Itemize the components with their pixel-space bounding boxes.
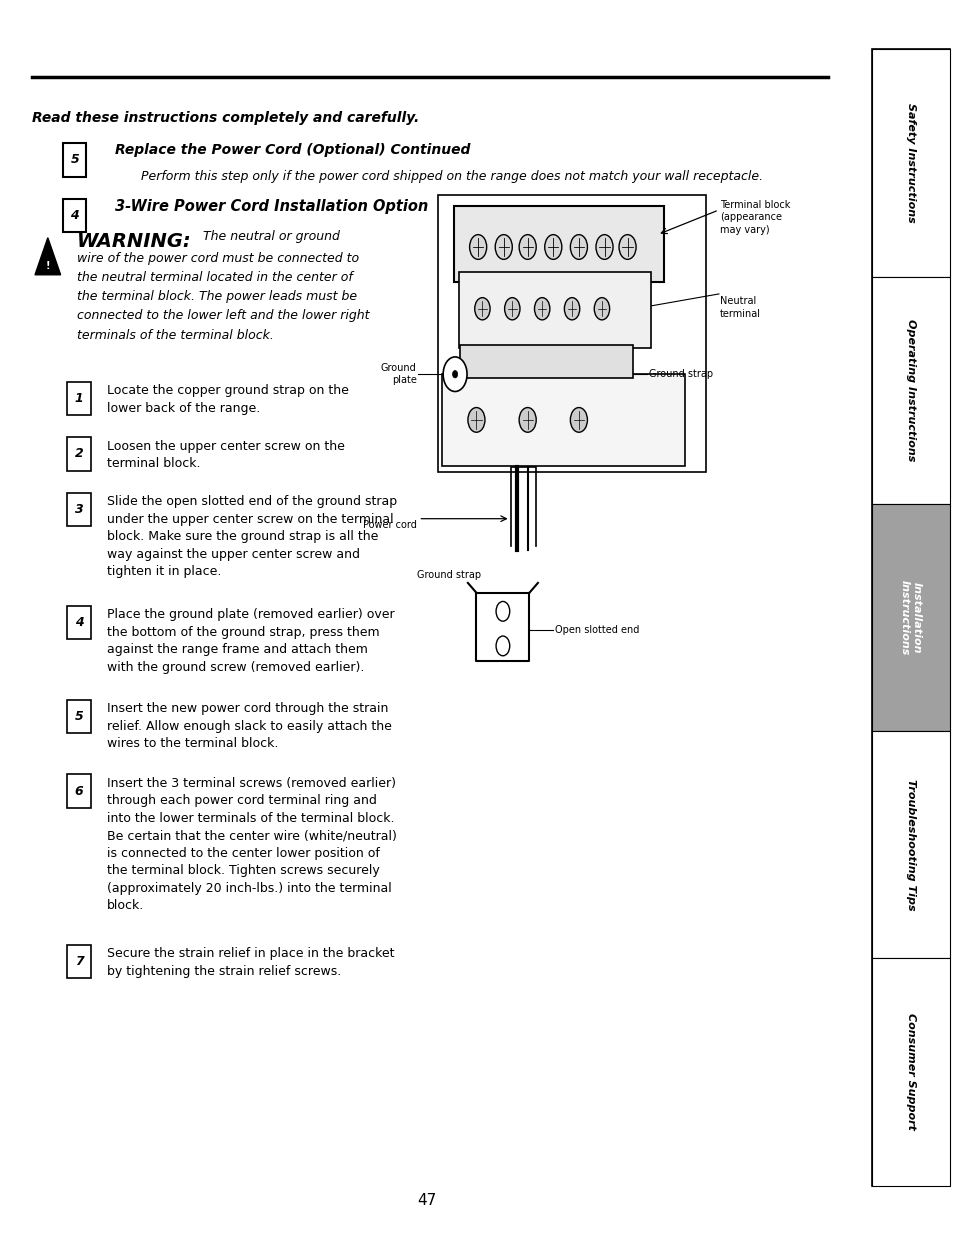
Text: wire of the power cord must be connected to: wire of the power cord must be connected… <box>77 252 358 266</box>
Text: Ground strap: Ground strap <box>416 571 480 580</box>
Text: Insert the new power cord through the strain
relief. Allow enough slack to easil: Insert the new power cord through the st… <box>107 703 391 750</box>
Text: Operating Instructions: Operating Instructions <box>905 319 915 462</box>
Text: 3: 3 <box>74 503 83 516</box>
FancyBboxPatch shape <box>459 272 650 348</box>
Circle shape <box>496 601 509 621</box>
Text: 2: 2 <box>74 447 83 461</box>
Text: Perform this step only if the power cord shipped on the range does not match you: Perform this step only if the power cord… <box>141 170 762 184</box>
FancyBboxPatch shape <box>68 945 91 978</box>
Text: Ground
plate: Ground plate <box>380 363 416 385</box>
Text: the terminal block. The power leads must be: the terminal block. The power leads must… <box>77 290 356 304</box>
Text: Ground strap: Ground strap <box>648 369 712 379</box>
FancyBboxPatch shape <box>68 437 91 471</box>
Circle shape <box>452 370 457 378</box>
Text: WARNING:: WARNING: <box>77 232 192 251</box>
Text: the neutral terminal located in the center of: the neutral terminal located in the cent… <box>77 270 353 284</box>
Bar <box>871 504 949 731</box>
Text: Safety Instructions: Safety Instructions <box>905 104 915 222</box>
Bar <box>871 277 949 504</box>
Text: 5: 5 <box>71 153 79 167</box>
Circle shape <box>596 235 613 259</box>
Circle shape <box>544 235 561 259</box>
Circle shape <box>496 636 509 656</box>
Text: 4: 4 <box>74 616 83 629</box>
FancyBboxPatch shape <box>63 199 86 232</box>
Text: Locate the copper ground strap on the
lower back of the range.: Locate the copper ground strap on the lo… <box>107 384 348 415</box>
Circle shape <box>534 298 549 320</box>
Bar <box>871 731 949 958</box>
Bar <box>871 49 949 1186</box>
FancyBboxPatch shape <box>68 774 91 808</box>
Text: Open slotted end: Open slotted end <box>555 625 639 635</box>
Text: Read these instructions completely and carefully.: Read these instructions completely and c… <box>32 111 419 125</box>
Text: Slide the open slotted end of the ground strap
under the upper center screw on t: Slide the open slotted end of the ground… <box>107 495 396 578</box>
Circle shape <box>443 357 467 391</box>
Text: terminals of the terminal block.: terminals of the terminal block. <box>77 329 274 342</box>
Polygon shape <box>35 237 61 274</box>
Circle shape <box>570 235 587 259</box>
Circle shape <box>518 235 536 259</box>
Text: Insert the 3 terminal screws (removed earlier)
through each power cord terminal : Insert the 3 terminal screws (removed ea… <box>107 777 396 913</box>
Text: Loosen the upper center screw on the
terminal block.: Loosen the upper center screw on the ter… <box>107 440 344 471</box>
Text: Terminal block
(appearance
may vary): Terminal block (appearance may vary) <box>719 200 789 235</box>
FancyBboxPatch shape <box>63 143 86 177</box>
Text: The neutral or ground: The neutral or ground <box>203 230 339 243</box>
Text: Power cord: Power cord <box>362 520 416 530</box>
FancyBboxPatch shape <box>68 606 91 640</box>
FancyBboxPatch shape <box>437 195 705 472</box>
Text: 4: 4 <box>71 209 79 222</box>
Circle shape <box>469 235 486 259</box>
Text: Replace the Power Cord (Optional) Continued: Replace the Power Cord (Optional) Contin… <box>115 143 470 157</box>
Circle shape <box>475 298 490 320</box>
FancyBboxPatch shape <box>68 382 91 415</box>
Bar <box>871 958 949 1186</box>
FancyBboxPatch shape <box>454 206 663 282</box>
Text: 1: 1 <box>74 391 83 405</box>
Bar <box>871 49 949 277</box>
FancyBboxPatch shape <box>68 700 91 734</box>
Text: 5: 5 <box>74 710 83 722</box>
Circle shape <box>504 298 519 320</box>
Circle shape <box>618 235 636 259</box>
FancyBboxPatch shape <box>459 345 632 378</box>
Circle shape <box>467 408 484 432</box>
Circle shape <box>518 408 536 432</box>
Text: Neutral
terminal: Neutral terminal <box>719 296 760 319</box>
Text: Installation
Instructions: Installation Instructions <box>900 579 921 656</box>
Text: Place the ground plate (removed earlier) over
the bottom of the ground strap, pr: Place the ground plate (removed earlier)… <box>107 609 394 674</box>
Text: Secure the strain relief in place in the bracket
by tightening the strain relief: Secure the strain relief in place in the… <box>107 947 394 978</box>
Text: 7: 7 <box>74 955 83 968</box>
Text: Consumer Support: Consumer Support <box>905 1014 915 1130</box>
Circle shape <box>594 298 609 320</box>
Text: connected to the lower left and the lower right: connected to the lower left and the lowe… <box>77 309 369 322</box>
Text: !: ! <box>46 261 50 270</box>
Text: Troubleshooting Tips: Troubleshooting Tips <box>905 779 915 910</box>
Text: 47: 47 <box>416 1193 436 1208</box>
Circle shape <box>570 408 587 432</box>
Text: 3-Wire Power Cord Installation Option: 3-Wire Power Cord Installation Option <box>115 199 428 214</box>
Circle shape <box>495 235 512 259</box>
Text: 6: 6 <box>74 784 83 798</box>
FancyBboxPatch shape <box>68 493 91 526</box>
Circle shape <box>564 298 579 320</box>
FancyBboxPatch shape <box>442 374 684 466</box>
